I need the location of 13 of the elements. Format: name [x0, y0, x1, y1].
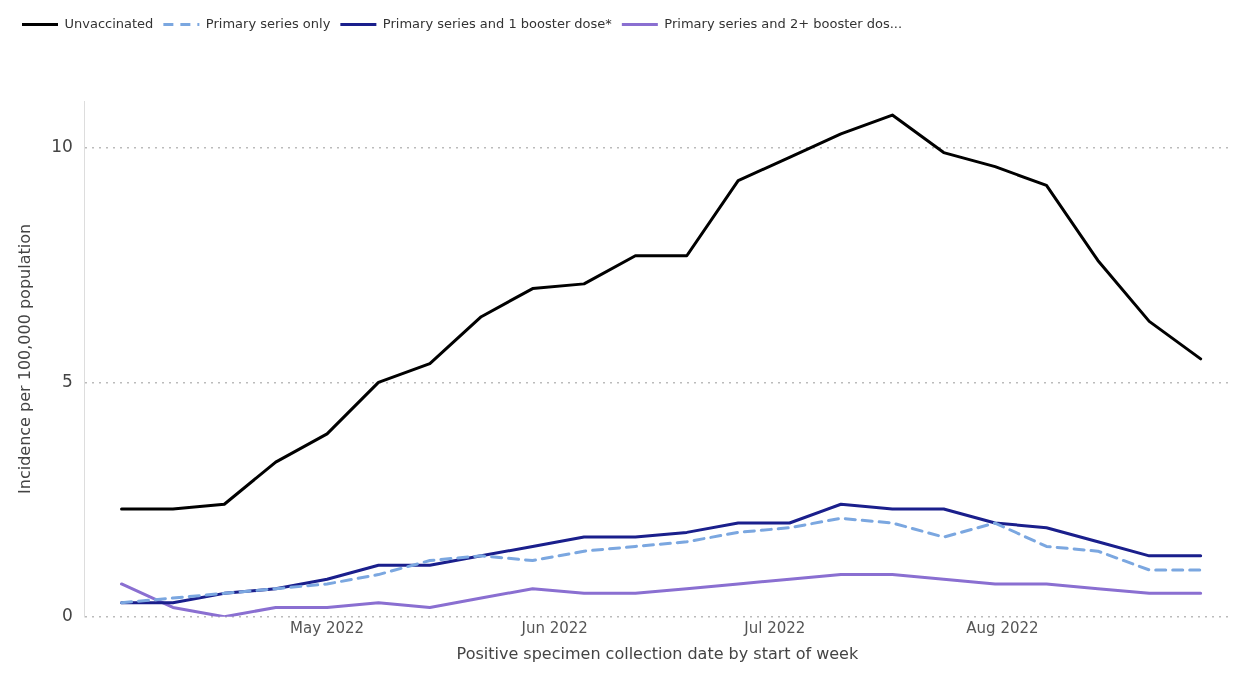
y-tick-label: 5	[62, 370, 73, 391]
y-tick-label: 0	[62, 605, 73, 626]
x-tick-label: Jul 2022	[743, 618, 806, 637]
legend-label: Primary series and 2+ booster dos...	[664, 15, 903, 31]
y-tick-label: 10	[51, 136, 73, 157]
x-tick-label: Aug 2022	[966, 618, 1039, 637]
legend-label: Primary series only	[205, 15, 331, 31]
legend-label: Primary series and 1 booster dose*	[382, 15, 613, 31]
legend-label: Unvaccinated	[64, 15, 154, 31]
x-axis-title: Positive specimen collection date by start of week	[456, 643, 859, 663]
y-axis-title: Incidence per 100,000 population	[14, 223, 34, 494]
x-tick-label: Jun 2022	[520, 618, 588, 637]
x-tick-label: May 2022	[290, 618, 365, 637]
